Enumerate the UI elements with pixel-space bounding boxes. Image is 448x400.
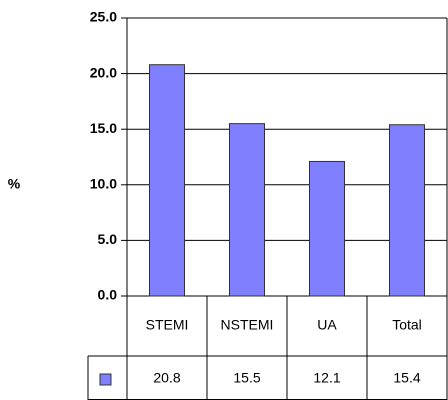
y-tick-label: 15.0 (90, 120, 117, 136)
x-tick-label: NSTEMI (221, 317, 274, 333)
table-value: 15.4 (393, 370, 420, 386)
legend-key (99, 373, 112, 386)
table-value: 12.1 (313, 370, 340, 386)
y-tick-label: 20.0 (90, 64, 117, 80)
x-tick-label: STEMI (146, 317, 189, 333)
y-axis-label: % (8, 176, 21, 192)
x-tick-label: UA (317, 317, 337, 333)
bar (229, 123, 265, 297)
bar (389, 124, 425, 297)
y-tick-label: 0.0 (98, 287, 118, 303)
table-value: 20.8 (153, 370, 180, 386)
bar (149, 64, 185, 297)
table-value: 15.5 (233, 370, 260, 386)
x-tick-label: Total (392, 317, 422, 333)
y-tick-label: 5.0 (98, 231, 118, 247)
y-tick-label: 10.0 (90, 176, 117, 192)
y-tick-label: 25.0 (90, 9, 117, 25)
bar (309, 160, 345, 297)
